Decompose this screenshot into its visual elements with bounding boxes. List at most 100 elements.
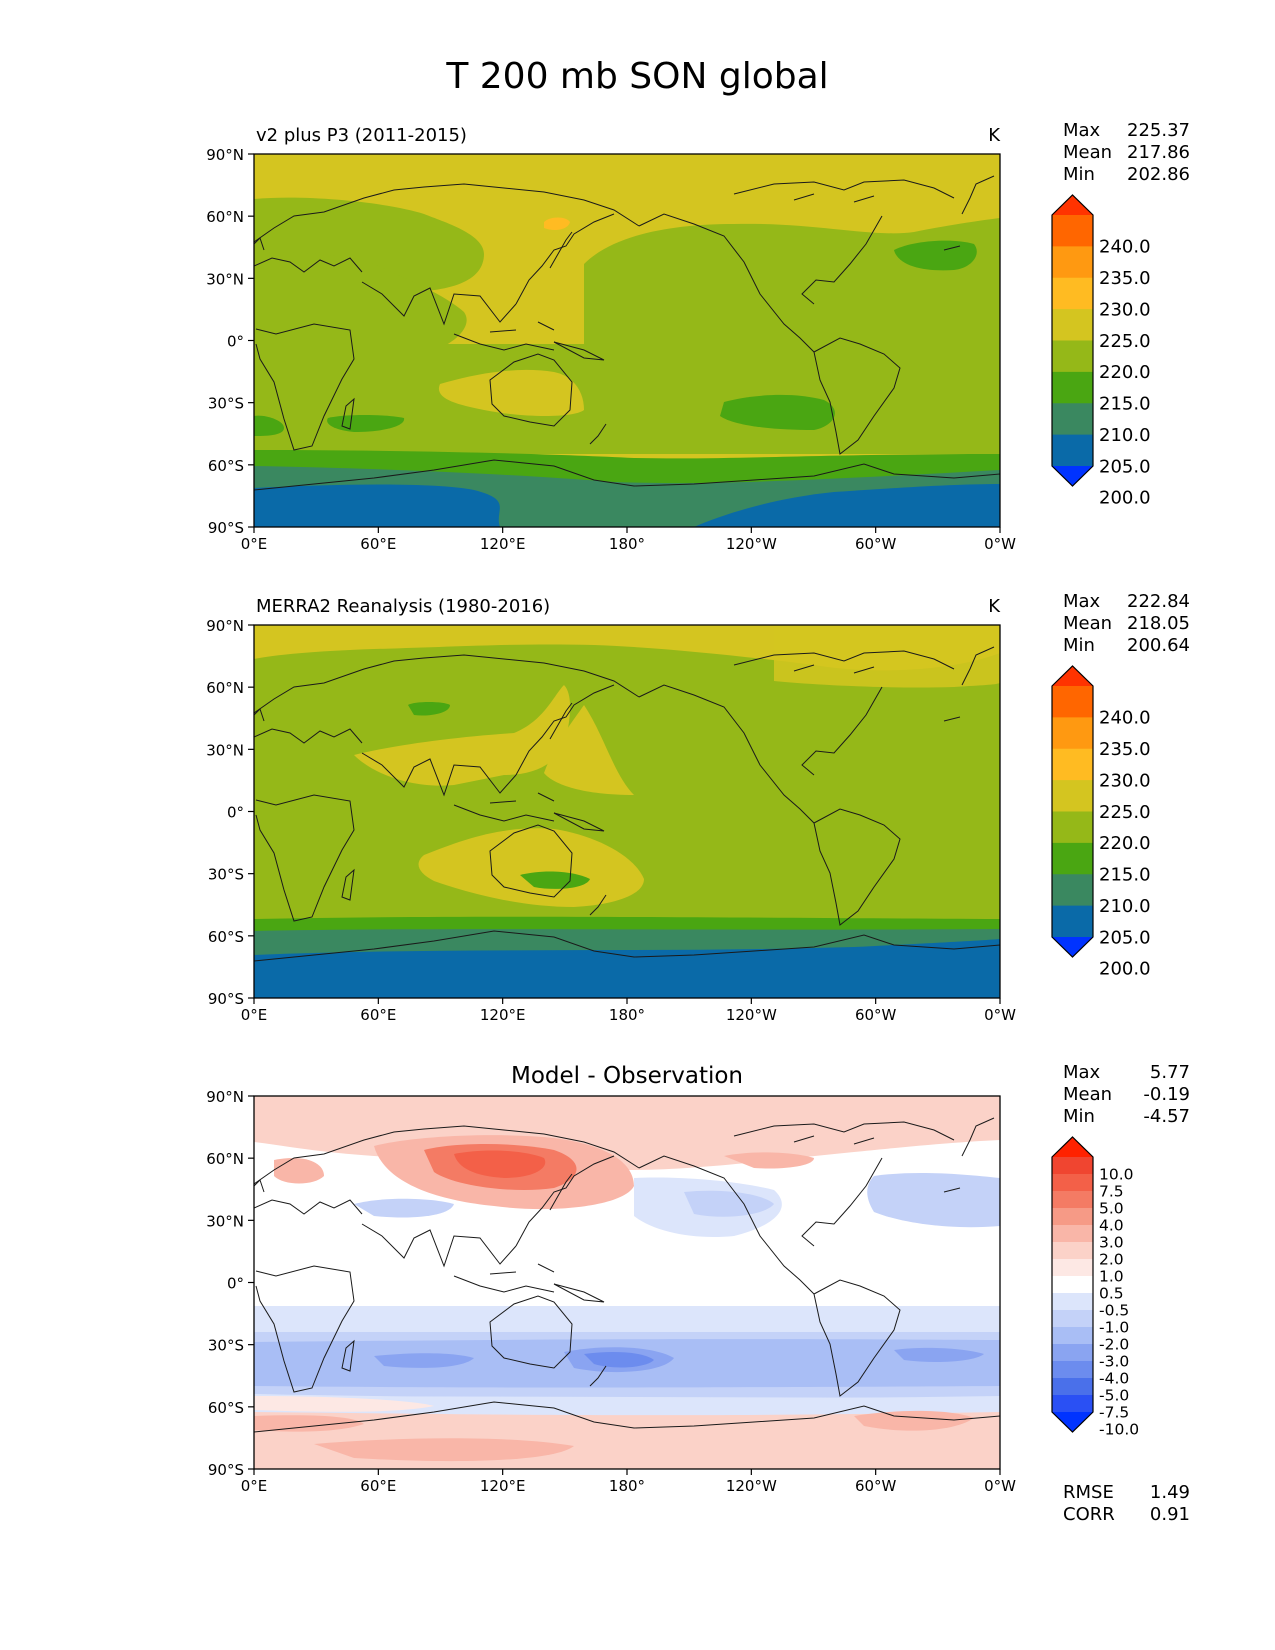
lat-tick-label: 90°N bbox=[206, 617, 244, 635]
colorbar-label: 205.0 bbox=[1099, 456, 1151, 477]
lon-tick-label: 180° bbox=[609, 535, 645, 553]
colorbar-outline bbox=[1051, 1136, 1094, 1433]
lon-tick-label: 180° bbox=[609, 1006, 645, 1024]
stat-value: 1.49 bbox=[1150, 1482, 1190, 1503]
colorbar-swatch bbox=[1052, 1259, 1093, 1277]
colorbar-label: -4.0 bbox=[1099, 1369, 1129, 1387]
colorbar-extend-min bbox=[1052, 466, 1093, 486]
colorbar-swatch bbox=[1052, 686, 1093, 718]
colorbar-swatch bbox=[1052, 1208, 1093, 1226]
lon-tick-label: 120°E bbox=[480, 1477, 526, 1495]
panel-observation: MERRA2 Reanalysis (1980-2016) K bbox=[253, 596, 1001, 999]
panel-title-left: v2 plus P3 (2011-2015) bbox=[256, 125, 467, 146]
colorbar-swatch bbox=[1052, 1225, 1093, 1243]
stat-value: 0.91 bbox=[1150, 1504, 1190, 1525]
colorbar-swatch bbox=[1052, 1242, 1093, 1260]
colorbar-swatch bbox=[1052, 371, 1093, 404]
stat-label: RMSE bbox=[1063, 1482, 1114, 1503]
stat-label: CORR bbox=[1063, 1504, 1115, 1525]
panel-model: v2 plus P3 (2011-2015) K bbox=[253, 125, 1001, 528]
stat-value: -0.19 bbox=[1143, 1084, 1190, 1105]
figure-title: T 200 mb SON global bbox=[446, 56, 829, 97]
lon-tick-label: 60°W bbox=[855, 535, 897, 553]
stat-label: Min bbox=[1063, 635, 1095, 656]
lat-tick-label: 90°S bbox=[208, 1461, 244, 1479]
lat-tick-label: 30°S bbox=[208, 1337, 244, 1355]
lon-tick-label: 120°W bbox=[726, 1006, 777, 1024]
lon-tick-label: 180° bbox=[609, 1477, 645, 1495]
stat-label: Mean bbox=[1063, 613, 1112, 634]
lat-tick-label: 90°N bbox=[206, 1088, 244, 1106]
colorbar-label: 225.0 bbox=[1099, 802, 1151, 823]
lon-tick-label: 0°W bbox=[984, 535, 1016, 553]
colorbar-swatch bbox=[1052, 246, 1093, 279]
colorbar-label: 0.5 bbox=[1099, 1284, 1124, 1302]
panel-title-left: MERRA2 Reanalysis (1980-2016) bbox=[256, 596, 550, 617]
lon-tick-label: 0°E bbox=[241, 535, 268, 553]
colorbar-label: -5.0 bbox=[1099, 1386, 1129, 1404]
panel-difference: Model - Observation bbox=[253, 1063, 1001, 1470]
stat-value: 225.37 bbox=[1127, 120, 1190, 141]
colorbar-label: 215.0 bbox=[1099, 865, 1151, 886]
colorbar-label: 4.0 bbox=[1099, 1216, 1124, 1234]
colorbar-label: 230.0 bbox=[1099, 299, 1151, 320]
colorbar-label: -0.5 bbox=[1099, 1301, 1129, 1319]
lat-tick-label: 30°S bbox=[208, 395, 244, 413]
colorbar-label: 220.0 bbox=[1099, 362, 1151, 383]
stat-value: 200.64 bbox=[1127, 635, 1190, 656]
lon-tick-label: 60°W bbox=[855, 1006, 897, 1024]
colorbar-label: 205.0 bbox=[1099, 927, 1151, 948]
stat-label: Min bbox=[1063, 1106, 1095, 1127]
stat-value: 222.84 bbox=[1127, 591, 1190, 612]
colorbar-swatch bbox=[1052, 1378, 1093, 1396]
lon-tick-label: 120°E bbox=[480, 535, 526, 553]
colorbar-label: 200.0 bbox=[1099, 959, 1151, 980]
colorbar-swatch bbox=[1052, 1310, 1093, 1328]
colorbar-swatch bbox=[1052, 780, 1093, 813]
lat-tick-label: 60°N bbox=[206, 208, 244, 226]
lon-tick-label: 120°W bbox=[726, 535, 777, 553]
colorbar-swatch bbox=[1052, 434, 1093, 467]
colorbar-swatch bbox=[1052, 215, 1093, 247]
stat-value: 5.77 bbox=[1150, 1062, 1190, 1083]
colorbar-label: -7.5 bbox=[1099, 1403, 1129, 1421]
colorbar-label: 230.0 bbox=[1099, 770, 1151, 791]
colorbar-label: 210.0 bbox=[1099, 425, 1151, 446]
colorbar-outline bbox=[1051, 194, 1094, 487]
colorbar-label: 3.0 bbox=[1099, 1233, 1124, 1251]
colorbar-label: 210.0 bbox=[1099, 896, 1151, 917]
colorbar-label: 2.0 bbox=[1099, 1250, 1124, 1268]
colorbar-label: 220.0 bbox=[1099, 833, 1151, 854]
lat-tick-label: 90°S bbox=[208, 519, 244, 537]
lat-tick-label: 60°S bbox=[208, 457, 244, 475]
lat-tick-label: 90°S bbox=[208, 990, 244, 1008]
panel-units: K bbox=[988, 596, 1001, 617]
stat-label: Mean bbox=[1063, 142, 1112, 163]
colorbar-swatch bbox=[1052, 309, 1093, 342]
colorbar-label: 225.0 bbox=[1099, 331, 1151, 352]
colorbar-label: 1.0 bbox=[1099, 1267, 1124, 1285]
colorbar-swatch bbox=[1052, 1327, 1093, 1345]
colorbar-swatch bbox=[1052, 905, 1093, 938]
lon-tick-label: 60°E bbox=[360, 1477, 396, 1495]
lat-tick-label: 30°N bbox=[206, 1212, 244, 1230]
colorbar-label: -10.0 bbox=[1099, 1420, 1139, 1438]
lon-tick-label: 0°W bbox=[984, 1006, 1016, 1024]
colorbar-label: 240.0 bbox=[1099, 237, 1151, 258]
stat-label: Min bbox=[1063, 164, 1095, 185]
lon-tick-label: 0°E bbox=[241, 1477, 268, 1495]
colorbar-swatch bbox=[1052, 748, 1093, 781]
stat-value: -4.57 bbox=[1143, 1106, 1190, 1127]
colorbar-label: -3.0 bbox=[1099, 1352, 1129, 1370]
lat-tick-label: 30°N bbox=[206, 270, 244, 288]
colorbar-swatch bbox=[1052, 1191, 1093, 1209]
lon-tick-label: 60°E bbox=[360, 1006, 396, 1024]
lon-tick-label: 60°W bbox=[855, 1477, 897, 1495]
lat-tick-label: 0° bbox=[227, 1275, 244, 1293]
colorbar-outline bbox=[1051, 665, 1094, 958]
colorbar-label: 10.0 bbox=[1099, 1165, 1134, 1183]
map-field bbox=[254, 625, 1000, 998]
lat-tick-label: 0° bbox=[227, 804, 244, 822]
colorbar-label: 5.0 bbox=[1099, 1199, 1124, 1217]
colorbar-label: 235.0 bbox=[1099, 739, 1151, 760]
